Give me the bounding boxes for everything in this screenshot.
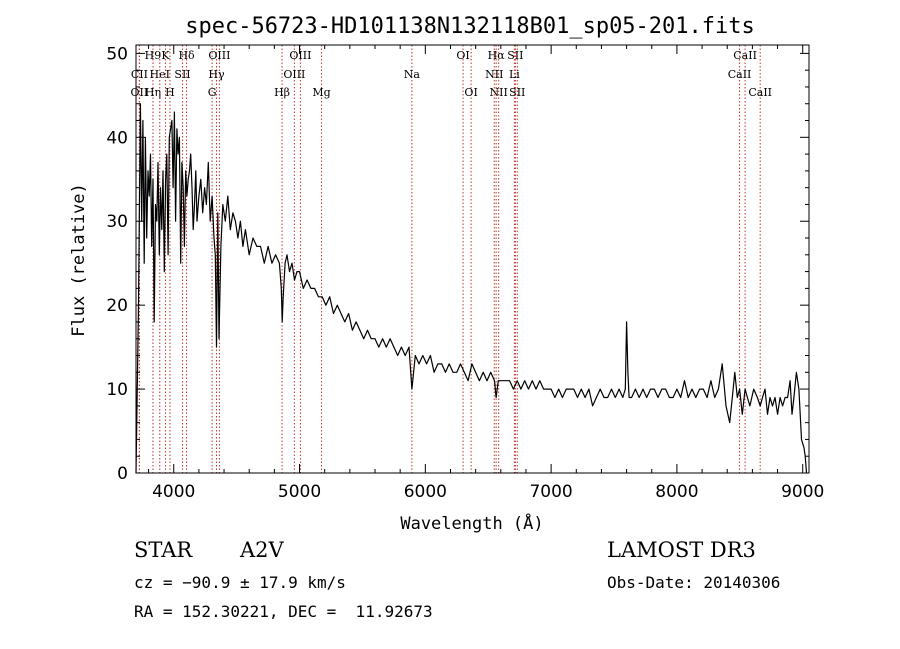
line-label-19: Hη <box>145 86 161 99</box>
line-label-16: Li <box>509 68 520 81</box>
spectral-line-markers <box>138 45 761 473</box>
line-label-6: Hα <box>488 49 506 62</box>
x-tick-label-0: 4000 <box>152 482 195 502</box>
y-tick-label-1: 10 <box>106 380 128 400</box>
line-label-4: OIII <box>289 49 311 62</box>
line-label-11: SII <box>174 68 190 81</box>
survey-name: LAMOST DR3 <box>607 538 756 562</box>
x-tick-label-4: 8000 <box>655 482 698 502</box>
sky-coordinates: RA = 152.30221, DEC = 11.92673 <box>134 602 433 621</box>
line-label-10: HeI <box>150 68 170 81</box>
spectrum-series-line <box>135 103 808 474</box>
line-label-2: Hδ <box>178 49 195 62</box>
x-axis-ticks: 4000 5000 6000 7000 8000 9000 <box>148 45 824 502</box>
line-label-17: CaII <box>728 68 752 81</box>
line-label-15: NII <box>485 68 503 81</box>
line-label-22: Hβ <box>274 86 290 99</box>
line-label-26: SII <box>509 86 525 99</box>
line-label-24: OI <box>464 86 477 99</box>
observation-date: Obs-Date: 20140306 <box>607 573 781 592</box>
line-label-23: Mg <box>312 86 330 99</box>
line-label-18: OII <box>131 86 149 99</box>
y-tick-label-4: 40 <box>106 128 128 148</box>
line-label-3: OIII <box>208 49 230 62</box>
x-tick-label-3: 7000 <box>529 482 572 502</box>
y-axis-ticks: 0 10 20 30 40 50 <box>106 44 809 484</box>
y-tick-label-5: 50 <box>106 44 128 64</box>
x-tick-label-1: 5000 <box>278 482 321 502</box>
line-label-12: Hγ <box>208 68 225 81</box>
line-label-21: G <box>208 86 217 99</box>
line-label-14: Na <box>404 68 421 81</box>
y-tick-label-2: 20 <box>106 296 128 316</box>
object-class: STAR <box>134 538 193 562</box>
chart-title: spec-56723-HD101138N132118B01_sp05-201.f… <box>185 14 755 39</box>
line-label-13: OIII <box>283 68 305 81</box>
y-tick-label-3: 30 <box>106 212 128 232</box>
line-label-27: CaII <box>748 86 772 99</box>
plot-frame <box>135 44 810 474</box>
x-axis-label: Wavelength (Å) <box>400 512 543 534</box>
x-tick-label-5: 9000 <box>781 482 824 502</box>
line-label-7: SII <box>507 49 523 62</box>
line-label-1: K <box>161 49 170 62</box>
redshift-velocity: cz = −90.9 ± 17.9 km/s <box>134 573 346 592</box>
y-tick-label-0: 0 <box>117 464 128 484</box>
line-label-25: NII <box>490 86 508 99</box>
object-subclass: A2V <box>240 538 284 562</box>
line-label-5: OI <box>456 49 469 62</box>
line-label-20: H <box>165 86 175 99</box>
line-label-8: CaII <box>733 49 757 62</box>
x-tick-label-2: 6000 <box>404 482 447 502</box>
y-axis-label: Flux (relative) <box>69 183 89 337</box>
line-label-9: CII <box>131 68 148 81</box>
line-label-0: H9 <box>145 49 162 62</box>
